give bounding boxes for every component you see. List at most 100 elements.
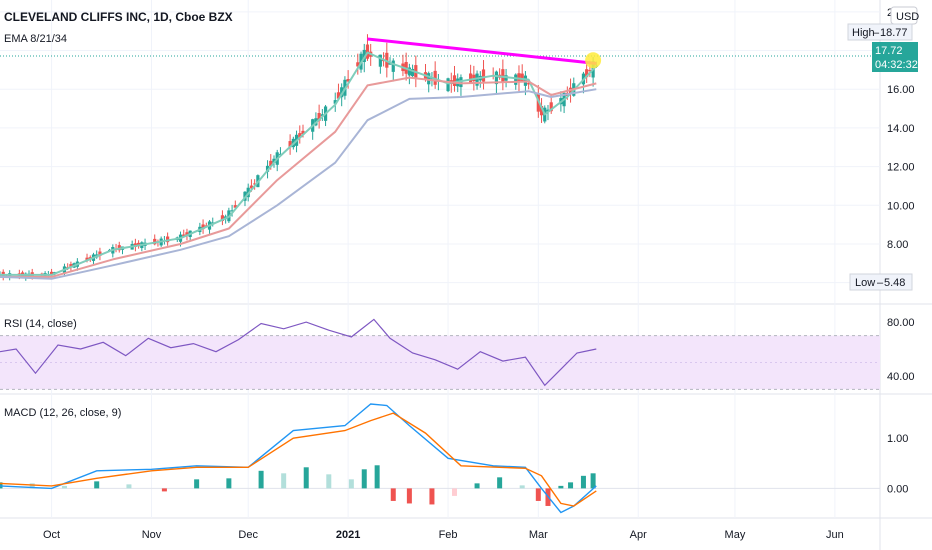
macd-histogram-bar [580,475,586,489]
macd-histogram-bar [497,477,503,489]
price-tick-label: 10.00 [887,200,915,212]
ema-line-2 [0,76,597,278]
candle-body [288,141,292,148]
signal-line [0,412,597,507]
macd-histogram-bar [474,483,480,489]
candle-body [317,112,321,121]
x-axis-ticks: Oct Nov Dec 2021 Feb Mar Apr May Jun [43,529,844,541]
candle-body [333,100,337,104]
high-badge-value: 18.77 [880,27,908,39]
macd-histogram-bar [258,470,264,489]
candle-body [269,160,273,167]
candle-body [265,165,270,172]
macd-histogram-bar [535,488,541,501]
candle-body [469,73,473,83]
macd-histogram-bar [406,488,412,504]
price-tick-label: 14.00 [887,123,915,135]
macd-histogram-bar [226,478,232,489]
rsi-band [0,335,880,390]
candle-body [452,75,457,86]
x-tick-label: Feb [439,529,458,541]
candle-body [253,183,257,185]
x-tick-label: Dec [238,529,258,541]
candle-body [549,102,553,112]
candle-body [185,232,189,236]
candle-body [272,158,276,163]
macd-panel [0,403,880,514]
candle-body [527,83,531,85]
grid [0,0,880,518]
price-tick-label: 8.00 [887,239,908,251]
candle-body [85,257,89,261]
svg-text:–: – [877,277,884,289]
candle-body [49,271,54,276]
macd-tick-label: 1.00 [887,433,908,445]
macd-histogram-bar [568,482,574,489]
candle-body [585,69,589,78]
macd-histogram-bar [94,481,100,489]
macd-tick-label: 0.00 [887,483,908,495]
macd-histogram-bar [126,484,132,489]
candle-body [501,69,505,82]
macd-histogram-bar [558,485,564,489]
svg-text:–: – [873,27,880,39]
trendline [367,37,602,69]
countdown-value: 04:32:32 [875,59,918,71]
macd-histogram-bar [590,473,596,489]
candle-body [427,73,431,85]
high-badge-label: High [852,27,875,39]
candle-body [407,67,411,76]
macd-histogram-bar [281,473,287,489]
currency-button-label: USD [896,11,919,23]
x-tick-label: Oct [43,529,60,541]
candle-body [388,62,392,65]
rsi-series-line [0,318,597,387]
high-badge [847,23,913,41]
candle-body [346,79,350,82]
candle-body [475,73,479,86]
macd-line [0,403,597,514]
x-tick-label: Jun [826,529,844,541]
x-tick-label: May [725,529,746,541]
macd-histogram-bar [303,467,309,489]
candle-body [546,109,550,112]
chart-title: CLEVELAND CLIFFS INC, 1D, Cboe BZX [4,10,233,24]
macd-histogram-bar [519,485,525,489]
macd-histogram-bar [194,479,200,489]
macd-histogram-bar [390,488,396,501]
candle-body [153,238,157,245]
candle-body [588,70,592,72]
low-badge-value: 5.48 [884,277,905,289]
rsi-tick-label: 40.00 [887,371,915,383]
candle-body [220,215,225,221]
candle-body [249,185,254,189]
candle-body [514,74,518,85]
x-tick-label: Apr [630,529,647,541]
candle-body [378,54,382,67]
y-axis-ticks: 20.0018.0016.0014.0012.0010.008.006.0080… [887,7,915,496]
macd-histogram-bar [429,488,435,505]
macd-histogram-bar [348,479,354,489]
x-tick-label: 2021 [336,529,360,541]
macd-histogram-bar [326,474,332,489]
rsi-line [0,318,597,387]
candle-body [411,68,415,77]
last-price-badge [872,42,918,72]
candle-body [539,105,544,116]
candle-body [446,78,450,92]
low-badge [849,273,913,291]
candle-body [301,130,305,135]
macd-histogram-bar [61,485,67,489]
candle-body [336,92,341,99]
macd-histogram-bar [452,488,458,496]
macd-histogram-bar [361,469,367,489]
ema-lines [0,51,598,280]
candle-body [98,251,102,256]
candle-body [481,69,486,82]
candle-body [472,74,476,82]
price-tick-label: 12.00 [887,162,915,174]
ema-line-3 [0,88,597,280]
candle-body [69,264,73,268]
price-tick-label: 16.00 [887,84,915,96]
